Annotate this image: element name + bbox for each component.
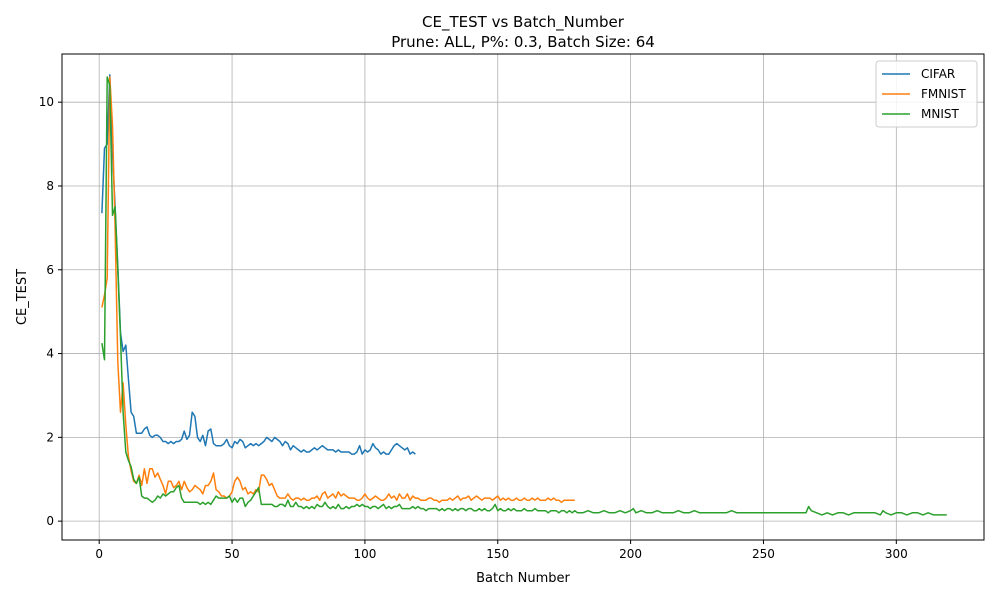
y-tick-label: 8 [46, 179, 54, 193]
series-lines [101, 74, 947, 516]
legend-box [875, 60, 978, 128]
legend: CIFAR FMNIST MNIST [875, 60, 978, 128]
y-tick-label: 4 [46, 347, 54, 361]
series-line-cifar [101, 74, 416, 455]
x-axis-ticks: 0 50 100 150 200 250 300 [95, 540, 908, 561]
y-tick-label: 0 [46, 514, 54, 528]
x-axis-label: Batch Number [476, 571, 570, 586]
x-tick-label: 300 [885, 547, 908, 561]
x-tick-label: 250 [752, 547, 775, 561]
x-tick-label: 50 [224, 547, 239, 561]
grid-lines [62, 54, 984, 540]
x-tick-label: 150 [486, 547, 509, 561]
chart-title: CE_TEST vs Batch_Number [422, 13, 625, 32]
y-axis-label: CE_TEST [15, 269, 30, 325]
legend-label-fmnist: FMNIST [921, 87, 966, 101]
x-tick-label: 100 [353, 547, 376, 561]
legend-label-cifar: CIFAR [921, 67, 955, 81]
plot-area-frame [61, 53, 985, 541]
chart-subtitle: Prune: ALL, P%: 0.3, Batch Size: 64 [391, 33, 655, 51]
y-tick-label: 2 [46, 430, 54, 444]
y-tick-label: 6 [46, 263, 54, 277]
series-line-mnist [101, 76, 947, 516]
series-line-fmnist [101, 76, 575, 504]
legend-label-mnist: MNIST [921, 107, 959, 121]
y-axis-ticks: 0 2 4 6 8 10 [39, 95, 62, 528]
x-tick-label: 0 [95, 547, 103, 561]
x-tick-label: 200 [619, 547, 642, 561]
y-tick-label: 10 [39, 95, 54, 109]
